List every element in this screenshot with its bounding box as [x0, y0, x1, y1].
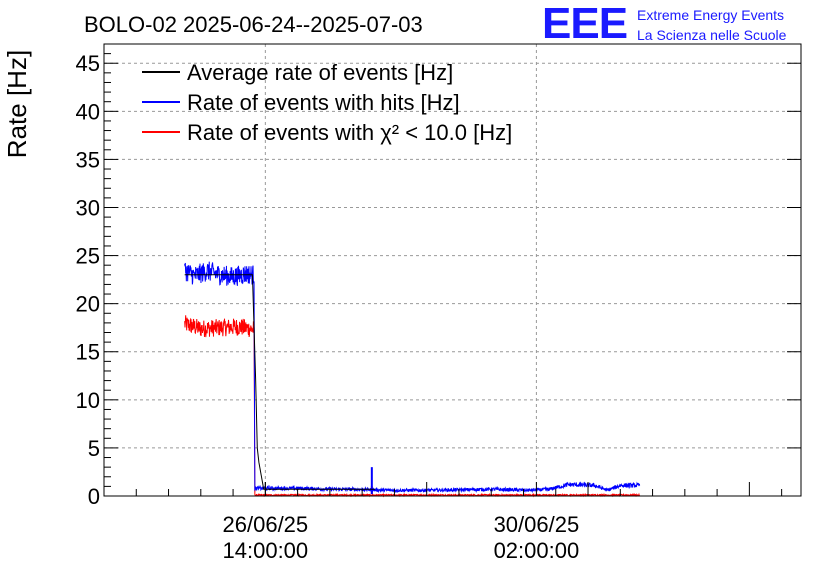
eee-logo: EEE Extreme Energy Events La Scienza nel…: [542, 0, 787, 48]
x-tick-label-date: 30/06/25: [494, 512, 580, 537]
logo-mark: EEE: [542, 0, 627, 48]
y-tick-label: 40: [76, 99, 100, 124]
y-tick-label: 5: [88, 436, 100, 461]
x-tick-label-date: 26/06/25: [223, 512, 309, 537]
series-line-1: [184, 261, 641, 494]
x-tick-label-time: 14:00:00: [223, 538, 309, 563]
series-line-0: [184, 274, 376, 490]
legend: Average rate of events [Hz] Rate of event…: [142, 60, 512, 145]
y-axis: 0 5 10 15 20 25 30 35 40 45: [76, 51, 801, 509]
legend-label-1: Rate of events with hits [Hz]: [187, 90, 460, 115]
y-tick-label: 30: [76, 195, 100, 220]
y-tick-label: 15: [76, 340, 100, 365]
y-tick-label: 45: [76, 51, 100, 76]
y-tick-label: 0: [88, 484, 100, 509]
y-tick-label: 20: [76, 292, 100, 317]
logo-line2: La Scienza nelle Scuole: [637, 27, 787, 43]
legend-label-2: Rate of events with χ² < 10.0 [Hz]: [187, 120, 512, 145]
y-tick-label: 10: [76, 388, 100, 413]
x-tick-label-time: 02:00:00: [494, 538, 580, 563]
series-line-2: [184, 315, 641, 498]
logo-line1: Extreme Energy Events: [637, 7, 784, 23]
y-tick-label: 25: [76, 244, 100, 269]
y-tick-label: 35: [76, 147, 100, 172]
series-layer: [184, 261, 641, 498]
y-axis-label: Rate [Hz]: [2, 50, 32, 158]
plot-frame: [103, 43, 802, 497]
legend-label-0: Average rate of events [Hz]: [187, 60, 453, 85]
chart-title: BOLO-02 2025-06-24--2025-07-03: [84, 12, 423, 37]
grid: [104, 44, 801, 496]
